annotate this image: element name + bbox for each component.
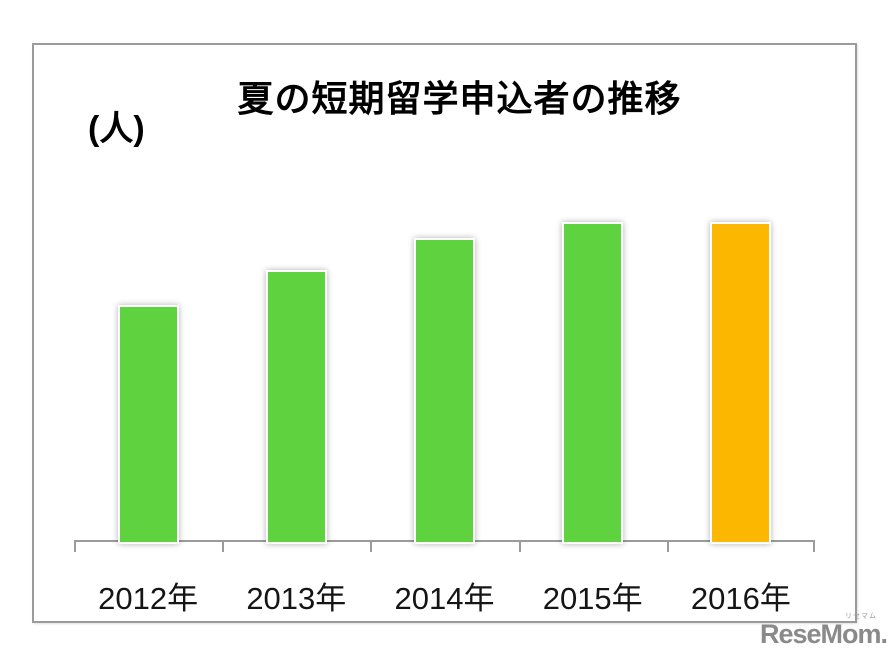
x-axis-label: 2012年 — [98, 581, 199, 616]
resemom-logo-ruby: リセマム — [845, 613, 877, 620]
resemom-logo-text: ReseMom. — [759, 619, 888, 649]
x-axis-tick — [74, 540, 76, 552]
x-axis-label: 2014年 — [394, 581, 495, 616]
bar-2012 — [117, 305, 179, 544]
chart-title: 夏の短期留学申込者の推移 — [237, 78, 682, 119]
bar-2014 — [414, 238, 475, 544]
x-axis-tick — [813, 540, 815, 552]
x-axis-tick — [518, 540, 521, 552]
watermark: リセマム ReseMom. — [759, 613, 888, 649]
x-axis-label: 2015年 — [542, 581, 643, 616]
y-axis-unit-label: (人) — [88, 110, 145, 148]
x-axis-label: 2016年 — [690, 581, 791, 616]
plot-area: 2012年 2013年 2014年 2015年 2016年 — [34, 45, 855, 621]
bar-2015 — [562, 222, 624, 544]
bar-2016 — [710, 222, 772, 544]
x-axis-tick — [666, 540, 669, 552]
x-axis-label: 2013年 — [246, 581, 347, 616]
x-axis-tick — [370, 540, 373, 552]
chart-box: 夏の短期留学申込者の推移 (人) 2012年 2013年 2014年 2015年 201… — [32, 43, 857, 623]
bar-2013 — [265, 270, 327, 544]
x-axis-tick — [222, 540, 225, 552]
